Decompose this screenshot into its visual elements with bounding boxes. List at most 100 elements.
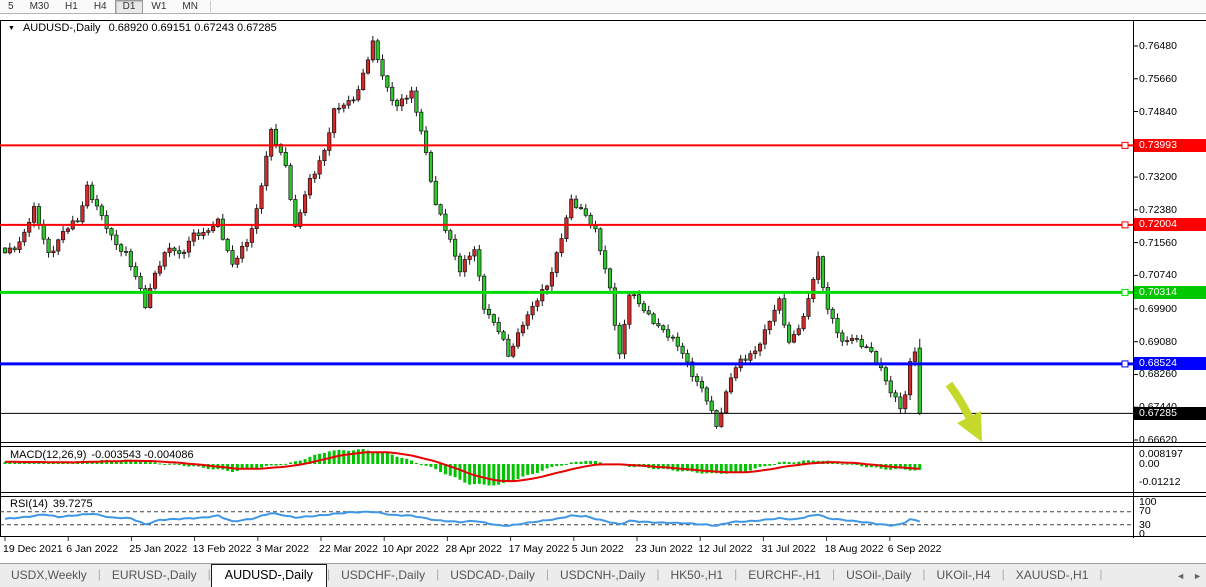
candle-bear <box>869 347 874 352</box>
candle-bull <box>152 272 158 289</box>
hline-handle[interactable] <box>1121 221 1129 229</box>
tab-usdchf-daily[interactable]: USDCHF-,Daily <box>341 568 426 582</box>
candle-bull <box>559 238 564 254</box>
candle-bear <box>230 250 235 265</box>
candle-bear <box>419 111 424 132</box>
macd-bar <box>535 464 539 473</box>
chart-canvas[interactable] <box>0 0 1206 564</box>
macd-bar <box>439 464 443 473</box>
macd-bar <box>482 464 486 485</box>
tab-eurusd-daily[interactable]: EURUSD-,Daily <box>111 568 197 582</box>
tab-usoil-daily[interactable]: USOil-,Daily <box>846 568 912 582</box>
timeframe-h4[interactable]: H4 <box>93 0 107 12</box>
tab-usdx-weekly[interactable]: USDX,Weekly <box>11 568 87 582</box>
candle-bull <box>182 251 187 254</box>
macd-bar <box>458 464 462 480</box>
annotation-arrow[interactable] <box>945 381 982 442</box>
tab-divider: | <box>922 567 926 581</box>
tab-divider: | <box>207 567 211 581</box>
macd-bar <box>860 464 864 467</box>
date-label: 6 Jan 2022 <box>66 543 119 555</box>
candle-bull <box>312 173 317 179</box>
candle-bull <box>540 289 545 302</box>
candle-bull <box>27 221 32 233</box>
candle-bear <box>641 303 646 312</box>
candle-bear <box>477 249 482 277</box>
chart-dropdown-icon[interactable]: ▼ <box>8 24 15 32</box>
candle-bull <box>796 328 801 335</box>
candle-bear <box>225 238 230 251</box>
candle-bull <box>186 240 191 253</box>
macd-bar <box>564 463 568 465</box>
rsi-axis-label: 70 <box>1139 505 1151 517</box>
macd-bar <box>695 464 699 473</box>
candle-bear <box>583 208 588 216</box>
candle-bull <box>811 279 816 299</box>
macd-bar <box>710 464 714 474</box>
rsi-axis-label: 100 <box>1139 496 1157 508</box>
candle-bear <box>433 180 438 206</box>
tab-divider: | <box>326 567 331 581</box>
macd-bar <box>835 462 839 464</box>
macd-bar <box>356 449 360 464</box>
macd-bar <box>400 457 404 464</box>
timeframe-m30[interactable]: M30 <box>29 0 50 12</box>
candle-bear <box>695 376 700 382</box>
date-label: 17 May 2022 <box>508 543 570 555</box>
candle-bear <box>385 75 390 88</box>
candle-bull <box>545 285 550 290</box>
candle-bull <box>85 184 90 207</box>
timeframe-w1[interactable]: W1 <box>151 0 167 12</box>
candle-bear <box>787 324 792 343</box>
candle-bull <box>332 108 337 134</box>
timeframe-mn[interactable]: MN <box>182 0 198 12</box>
candle-bull <box>254 208 259 229</box>
candle-bear <box>428 152 433 182</box>
macd-bar <box>139 461 143 464</box>
macd-bar <box>690 464 694 472</box>
candle-bear <box>830 308 835 319</box>
candle-bull <box>298 212 303 227</box>
macd-bar <box>429 464 433 467</box>
candle-bull <box>515 332 521 347</box>
tab-usdcnh-daily[interactable]: USDCNH-,Daily <box>560 568 646 582</box>
hline-handle[interactable] <box>1121 360 1129 368</box>
tab-scroll-right-icon[interactable]: ► <box>1193 571 1202 581</box>
macd-bar <box>129 459 133 464</box>
tab-divider: | <box>97 567 101 581</box>
candle-bear <box>617 324 622 355</box>
macd-bar <box>293 461 297 464</box>
timeframe-m5[interactable]: 5 <box>8 0 14 12</box>
macd-bar <box>555 464 559 467</box>
macd-bar <box>744 464 748 472</box>
arrow-head <box>957 411 982 442</box>
macd-bar <box>773 464 777 465</box>
candle-bear <box>172 247 177 252</box>
tab-hk50-h1[interactable]: HK50-,H1 <box>670 568 724 582</box>
candle-bull <box>753 350 758 355</box>
candle-bull <box>845 340 850 342</box>
price-tag: 0.67285 <box>1134 406 1206 420</box>
timeframe-h1[interactable]: H1 <box>65 0 78 12</box>
macd-bar <box>792 462 796 464</box>
tab-ukoil-h4[interactable]: UKOil-,H4 <box>936 568 991 582</box>
tab-scroll-left-icon[interactable]: ◄ <box>1176 571 1186 581</box>
tab-eurchf-h1[interactable]: EURCHF-,H1 <box>748 568 821 582</box>
tab-divider: | <box>831 567 836 581</box>
macd-bar <box>492 464 496 486</box>
candle-bull <box>259 185 264 209</box>
macd-bar <box>424 464 428 466</box>
hline-handle[interactable] <box>1121 141 1129 149</box>
macd-bar <box>37 462 41 464</box>
candle-bear <box>574 198 579 208</box>
tab-audusd-daily[interactable]: AUDUSD-,Daily <box>210 564 327 587</box>
macd-bar <box>806 460 810 464</box>
tab-usdcad-daily[interactable]: USDCAD-,Daily <box>450 568 535 582</box>
timeframe-d1[interactable]: D1 <box>114 0 144 14</box>
candle-bear <box>293 199 298 227</box>
macd-bar <box>777 462 781 464</box>
rsi-axis-label: 30 <box>1139 519 1151 531</box>
hline-handle[interactable] <box>1121 288 1129 296</box>
macd-bar <box>448 464 452 476</box>
tab-xauusd-h1[interactable]: XAUUSD-,H1 <box>1015 568 1089 582</box>
